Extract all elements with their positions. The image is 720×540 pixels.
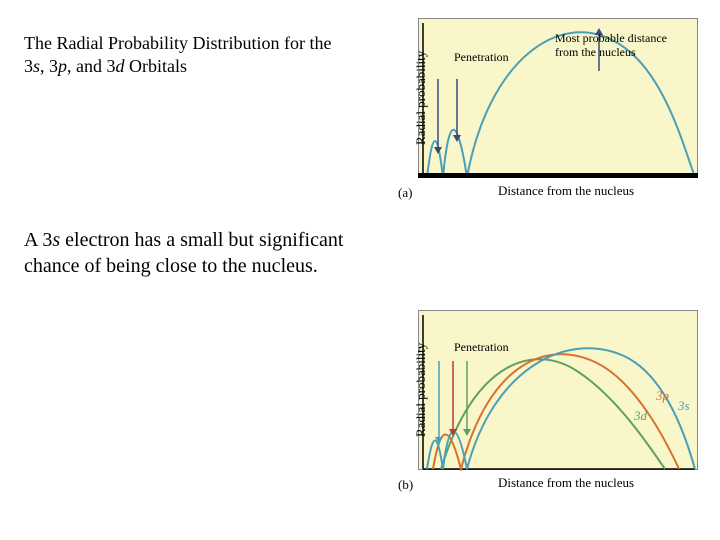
chart-b-arrows — [435, 361, 471, 444]
title-sep1: , 3 — [40, 56, 58, 76]
title-s: s — [33, 56, 40, 76]
chart-a-baseline-bar — [418, 173, 698, 178]
body-pre: A 3 — [24, 229, 52, 251]
chart-b-curve-3d — [441, 359, 665, 469]
text-column: The Radial Probability Distribution for … — [24, 32, 394, 279]
body-s: s — [52, 229, 60, 251]
chart-a-panel-label: (a) — [398, 185, 412, 201]
title-line-1: The Radial Probability Distribution for … — [24, 33, 331, 53]
title-d: d — [116, 56, 125, 76]
slide-title: The Radial Probability Distribution for … — [24, 32, 394, 77]
orbital-label-3s: 3s — [678, 398, 690, 414]
chart-b-ylabel: Radial probability — [413, 343, 429, 437]
orbital-label-3p: 3p — [656, 388, 669, 404]
title-p: p — [58, 56, 67, 76]
chart-b-xlabel: Distance from the nucleus — [498, 475, 634, 491]
title-3: 3 — [24, 56, 33, 76]
chart-b-panel-label: (b) — [398, 477, 413, 493]
orbital-label-3d: 3d — [634, 408, 647, 424]
chart-a-xlabel: Distance from the nucleus — [498, 183, 634, 199]
mpd-line-1: Most probable distance — [555, 31, 667, 45]
body-text: A 3s electron has a small but significan… — [24, 227, 394, 279]
chart-a-penetration-label: Penetration — [454, 50, 509, 65]
chart-b-penetration-label: Penetration — [454, 340, 509, 355]
chart-a-mpd-label: Most probable distance from the nucleus — [555, 32, 667, 60]
mpd-line-2: from the nucleus — [555, 45, 636, 59]
title-end: Orbitals — [125, 56, 188, 76]
chart-a-ylabel: Radial probability — [413, 51, 429, 145]
title-sep2: , and 3 — [67, 56, 116, 76]
body-post: electron has a small but significant cha… — [24, 229, 343, 277]
